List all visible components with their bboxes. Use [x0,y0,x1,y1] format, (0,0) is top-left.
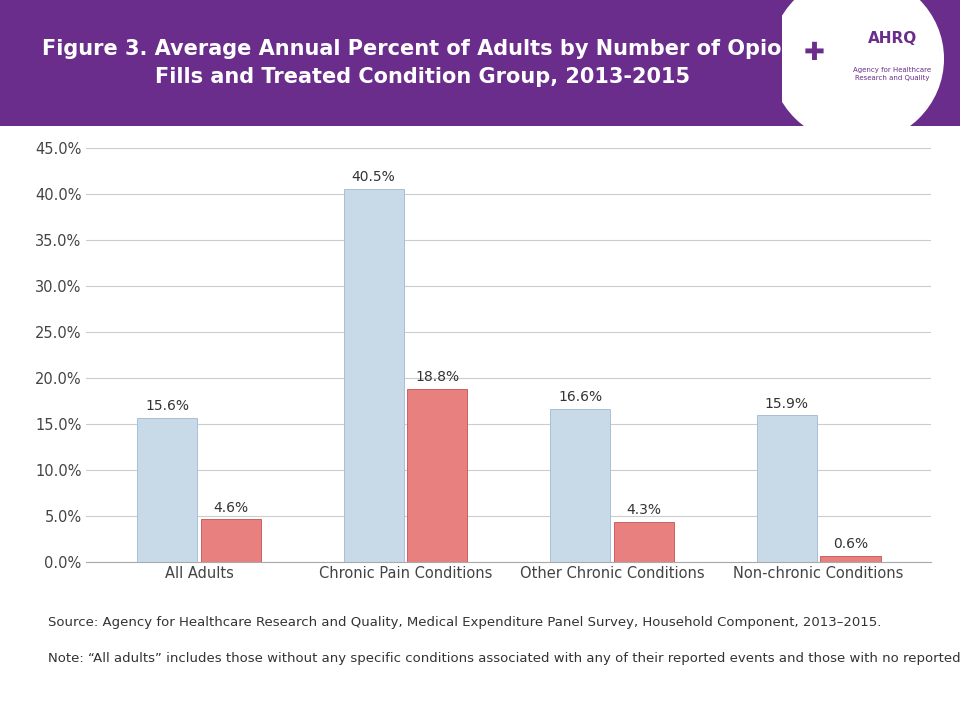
Text: Figure 3. Average Annual Percent of Adults by Number of Opioid
Fills and Treated: Figure 3. Average Annual Percent of Adul… [41,39,804,87]
Text: 4.3%: 4.3% [627,503,661,518]
Bar [821,556,880,562]
Text: Source: Agency for Healthcare Research and Quality, Medical Expenditure Panel Su: Source: Agency for Healthcare Research a… [48,616,881,629]
Text: Agency for Healthcare
Research and Quality: Agency for Healthcare Research and Quali… [853,66,931,81]
Ellipse shape [770,0,944,143]
Text: 15.6%: 15.6% [145,400,189,413]
Text: 40.5%: 40.5% [351,171,396,184]
Bar [407,389,468,562]
Bar [201,519,261,562]
Text: 15.9%: 15.9% [765,397,808,410]
Text: AHRQ: AHRQ [868,30,917,45]
Text: Note: “All adults” includes those without any specific conditions associated wit: Note: “All adults” includes those withou… [48,652,960,665]
Bar [344,189,403,562]
Bar [756,415,817,562]
Legend: 1+ fills, 4+ fills: 1+ fills, 4+ fills [405,81,612,108]
Text: 0.6%: 0.6% [833,537,868,552]
Bar [614,522,674,562]
Text: 4.6%: 4.6% [213,500,249,515]
Text: 16.6%: 16.6% [558,390,602,404]
Bar [137,418,197,562]
Bar [550,409,611,562]
Text: ✚: ✚ [804,41,825,65]
Text: 18.8%: 18.8% [416,370,460,384]
